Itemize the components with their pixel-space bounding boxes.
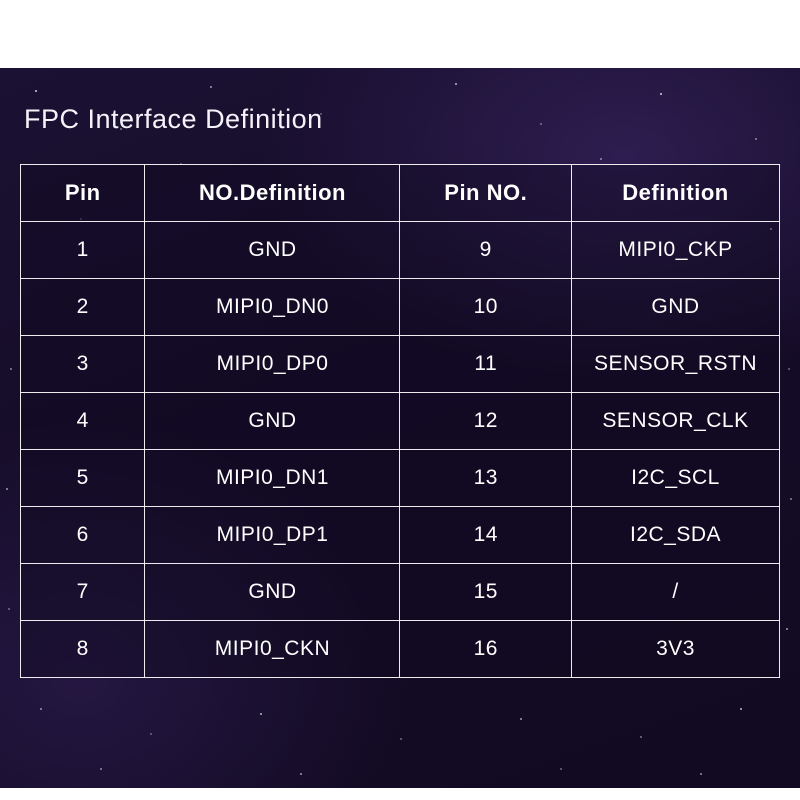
cell-pin-no: 14 (399, 506, 573, 564)
cell-no-definition: MIPI0_CKN (144, 620, 401, 678)
cell-pin-no: 9 (399, 221, 573, 279)
cell-pin: 1 (19, 221, 146, 279)
cell-no-definition: MIPI0_DP1 (144, 506, 401, 564)
table-row: 8 MIPI0_CKN 16 3V3 (19, 620, 780, 678)
cell-definition: 3V3 (571, 620, 780, 678)
table-row: 4 GND 12 SENSOR_CLK (19, 392, 780, 450)
cell-no-definition: MIPI0_DN1 (144, 449, 401, 507)
cell-pin: 4 (19, 392, 146, 450)
cell-no-definition: GND (144, 563, 401, 621)
cell-pin-no: 16 (399, 620, 573, 678)
table-header-row: Pin NO.Definition Pin NO. Definition (19, 164, 780, 222)
page-title: FPC Interface Definition (24, 104, 323, 134)
table-row: 5 MIPI0_DN1 13 I2C_SCL (19, 449, 780, 507)
cell-pin-no: 15 (399, 563, 573, 621)
table-row: 1 GND 9 MIPI0_CKP (19, 221, 780, 279)
cell-pin: 3 (19, 335, 146, 393)
cell-pin-no: 13 (399, 449, 573, 507)
cell-definition: SENSOR_RSTN (571, 335, 780, 393)
cell-pin-no: 10 (399, 278, 573, 336)
cell-definition: GND (571, 278, 780, 336)
stars-decoration (0, 68, 2, 70)
cell-pin: 6 (19, 506, 146, 564)
cell-definition: SENSOR_CLK (571, 392, 780, 450)
cell-pin: 5 (19, 449, 146, 507)
space-background-panel: FPC Interface Definition Pin NO.Definiti… (0, 68, 800, 788)
header-definition: Definition (571, 164, 780, 222)
cell-pin: 7 (19, 563, 146, 621)
cell-pin-no: 11 (399, 335, 573, 393)
cell-definition: I2C_SDA (571, 506, 780, 564)
cell-definition: MIPI0_CKP (571, 221, 780, 279)
cell-no-definition: MIPI0_DN0 (144, 278, 401, 336)
cell-no-definition: GND (144, 392, 401, 450)
header-pin: Pin (19, 164, 146, 222)
cell-definition: / (571, 563, 780, 621)
cell-pin: 2 (19, 278, 146, 336)
table-row: 7 GND 15 / (19, 563, 780, 621)
table-row: 3 MIPI0_DP0 11 SENSOR_RSTN (19, 335, 780, 393)
cell-no-definition: MIPI0_DP0 (144, 335, 401, 393)
header-pin-no: Pin NO. (399, 164, 573, 222)
fpc-pin-definition-table: Pin NO.Definition Pin NO. Definition 1 G… (19, 164, 780, 678)
header-no-definition: NO.Definition (144, 164, 401, 222)
table-row: 2 MIPI0_DN0 10 GND (19, 278, 780, 336)
cell-no-definition: GND (144, 221, 401, 279)
cell-definition: I2C_SCL (571, 449, 780, 507)
cell-pin: 8 (19, 620, 146, 678)
table-row: 6 MIPI0_DP1 14 I2C_SDA (19, 506, 780, 564)
cell-pin-no: 12 (399, 392, 573, 450)
